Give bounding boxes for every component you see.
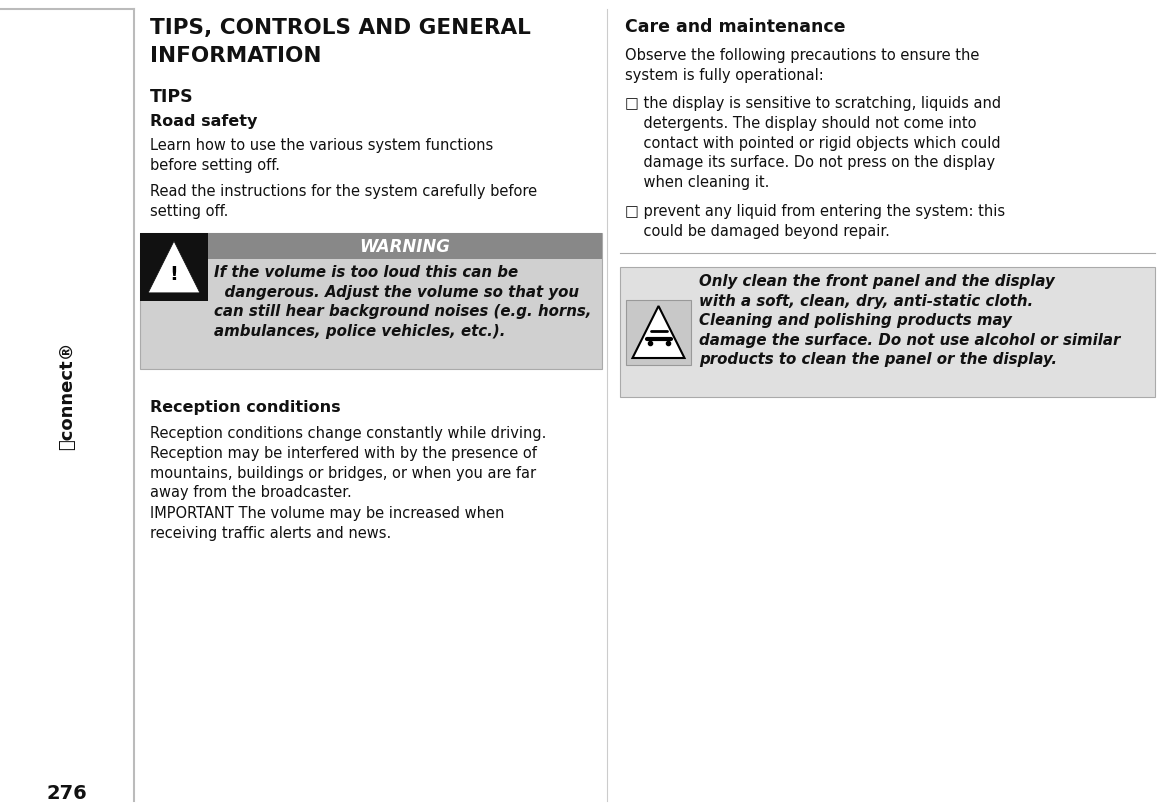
FancyBboxPatch shape — [140, 234, 208, 302]
Text: Read the instructions for the system carefully before
setting off.: Read the instructions for the system car… — [150, 184, 537, 218]
FancyBboxPatch shape — [620, 268, 1155, 397]
Text: Only clean the front panel and the display
with a soft, clean, dry, anti-static : Only clean the front panel and the displ… — [698, 273, 1120, 367]
FancyBboxPatch shape — [208, 234, 602, 260]
Polygon shape — [633, 307, 684, 358]
Text: Ⓞconnect®: Ⓞconnect® — [58, 341, 76, 450]
Text: Observe the following precautions to ensure the
system is fully operational:: Observe the following precautions to ens… — [625, 48, 980, 83]
Text: Road safety: Road safety — [150, 114, 257, 129]
Text: □ prevent any liquid from entering the system: this
    could be damaged beyond : □ prevent any liquid from entering the s… — [625, 204, 1006, 238]
Text: Reception conditions change constantly while driving.
Reception may be interfere: Reception conditions change constantly w… — [150, 426, 547, 500]
Text: Reception conditions: Reception conditions — [150, 400, 341, 414]
Text: □ the display is sensitive to scratching, liquids and
    detergents. The displa: □ the display is sensitive to scratching… — [625, 96, 1001, 190]
Text: IMPORTANT The volume may be increased when
receiving traffic alerts and news.: IMPORTANT The volume may be increased wh… — [150, 505, 505, 540]
Text: Care and maintenance: Care and maintenance — [625, 18, 846, 36]
Text: TIPS: TIPS — [150, 88, 194, 106]
FancyBboxPatch shape — [626, 300, 691, 365]
Text: Learn how to use the various system functions
before setting off.: Learn how to use the various system func… — [150, 138, 493, 173]
Text: If the volume is too loud this can be
  dangerous. Adjust the volume so that you: If the volume is too loud this can be da… — [214, 264, 591, 338]
Text: INFORMATION: INFORMATION — [150, 46, 321, 66]
Text: TIPS, CONTROLS AND GENERAL: TIPS, CONTROLS AND GENERAL — [150, 18, 531, 38]
Polygon shape — [148, 242, 200, 294]
Text: 276: 276 — [47, 783, 88, 803]
Text: WARNING: WARNING — [360, 238, 451, 255]
FancyBboxPatch shape — [140, 234, 602, 370]
Text: !: ! — [169, 264, 179, 283]
